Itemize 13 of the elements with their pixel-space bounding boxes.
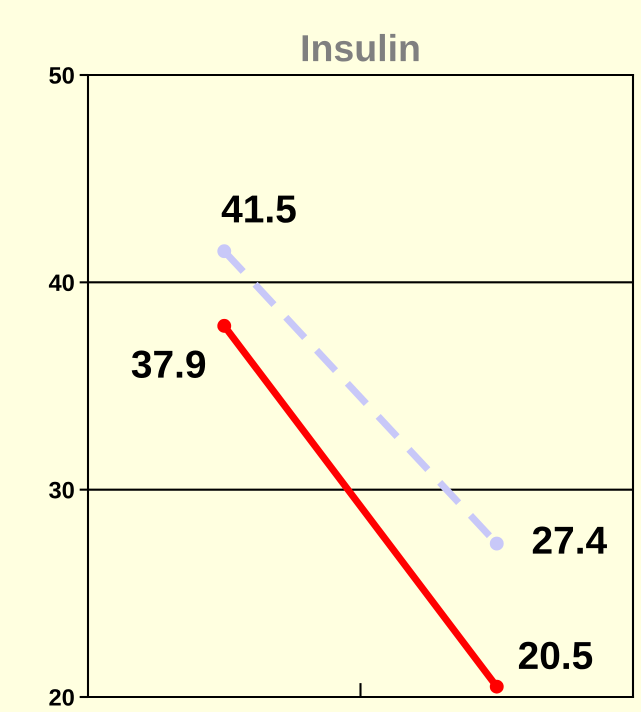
point [217,244,232,258]
data-label: 41.5 [222,196,296,223]
chart-title: Insulin [302,34,419,62]
y-tick-label: 20 [49,689,74,706]
y-tick-label: 40 [48,274,74,292]
point [490,536,504,551]
y-tick-label: 50 [49,67,74,84]
y-tick-label: 30 [49,482,74,498]
point [217,318,232,333]
data-label: 27.4 [532,526,607,554]
data-label: 37.9 [132,350,206,378]
data-label: 20.5 [518,642,592,670]
point [490,680,504,694]
